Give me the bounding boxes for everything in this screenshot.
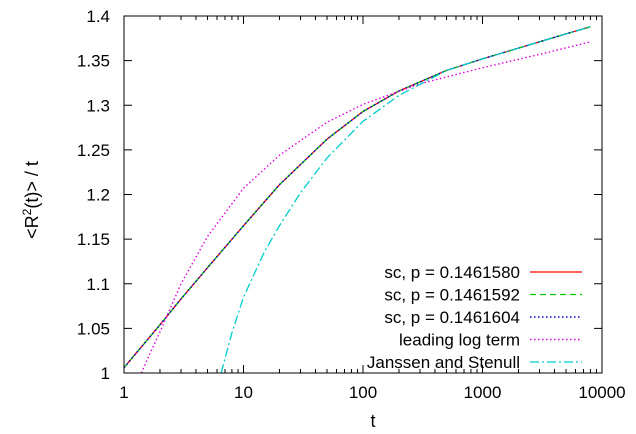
legend: sc, p = 0.1461580 sc, p = 0.1461592 sc, p … bbox=[367, 263, 582, 372]
y-tick-label: 1 bbox=[101, 364, 110, 383]
legend-label-1: sc, p = 0.1461580 bbox=[384, 263, 520, 282]
y-axis-label-superscript: 2 bbox=[20, 208, 34, 215]
y-axis-label-rest: (t)> / t bbox=[22, 161, 42, 209]
series-line-1 bbox=[124, 26, 591, 369]
y-tick-labels: 1 1.05 1.1 1.15 1.2 1.25 1.3 1.35 1.4 bbox=[77, 7, 110, 383]
y-tick-label: 1.05 bbox=[77, 319, 110, 338]
y-axis-label-base: <R bbox=[22, 215, 42, 239]
plot-lines bbox=[124, 26, 591, 373]
legend-label-4: leading log term bbox=[399, 331, 520, 350]
x-tick-labels: 1 10 100 1000 10000 bbox=[119, 383, 625, 402]
y-tick-label: 1.2 bbox=[86, 186, 110, 205]
y-axis-label: <R2(t)> / t bbox=[20, 161, 42, 239]
series-line-3 bbox=[124, 26, 591, 369]
y-tick-label: 1.4 bbox=[86, 7, 110, 26]
x-tick-label: 10000 bbox=[578, 383, 625, 402]
y-tick-label: 1.3 bbox=[86, 96, 110, 115]
tick-marks bbox=[123, 15, 603, 374]
series-line-4 bbox=[140, 41, 591, 373]
y-tick-label: 1.1 bbox=[86, 275, 110, 294]
x-tick-label: 10 bbox=[234, 383, 253, 402]
x-axis-label: t bbox=[370, 411, 375, 431]
series-line-5 bbox=[220, 26, 591, 373]
series-line-2 bbox=[124, 26, 591, 369]
x-tick-label: 100 bbox=[349, 383, 377, 402]
y-tick-label: 1.15 bbox=[77, 230, 110, 249]
x-tick-label: 1 bbox=[119, 383, 128, 402]
legend-label-5: Janssen and Stenull bbox=[367, 353, 520, 372]
legend-label-2: sc, p = 0.1461592 bbox=[384, 286, 520, 305]
y-tick-label: 1.25 bbox=[77, 141, 110, 160]
legend-label-3: sc, p = 0.1461604 bbox=[384, 308, 520, 327]
x-tick-label: 1000 bbox=[464, 383, 502, 402]
plot-frame bbox=[123, 15, 603, 374]
y-tick-label: 1.35 bbox=[77, 52, 110, 71]
